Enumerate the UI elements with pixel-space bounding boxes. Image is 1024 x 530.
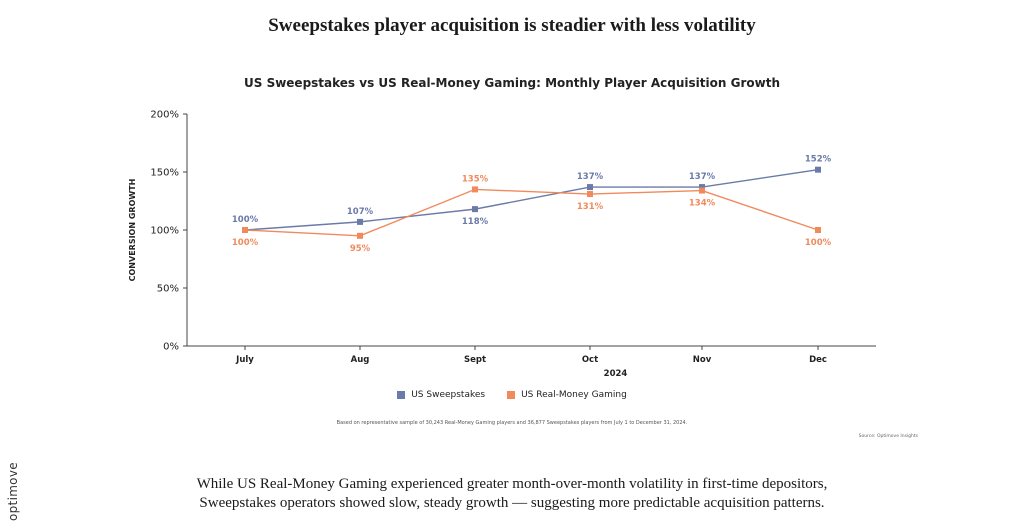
x-tick-label: July <box>235 355 254 365</box>
caption: While US Real-Money Gaming experienced g… <box>0 475 1024 513</box>
y-tick-label: 200% <box>150 110 179 121</box>
data-point <box>587 191 593 198</box>
caption-line: While US Real-Money Gaming experienced g… <box>196 476 828 492</box>
data-label: 107% <box>347 207 374 217</box>
caption-line: Sweepstakes operators showed slow, stead… <box>199 495 825 511</box>
data-point <box>815 166 821 173</box>
legend-item-real-money: US Real-Money Gaming <box>507 390 627 400</box>
y-tick-label: 100% <box>150 226 179 237</box>
sample-footnote: Based on representative sample of 30,243… <box>336 420 688 426</box>
legend-label-sweepstakes: US Sweepstakes <box>411 390 486 400</box>
data-point <box>815 227 821 233</box>
data-label: 131% <box>577 202 604 212</box>
data-label: 100% <box>805 238 832 248</box>
data-label: 137% <box>577 172 604 182</box>
data-label: 137% <box>689 172 716 182</box>
data-point <box>242 227 248 233</box>
data-point <box>699 184 705 191</box>
legend-item-sweepstakes: US Sweepstakes <box>397 390 485 400</box>
legend-swatch-real-money <box>507 391 516 399</box>
data-label: 152% <box>805 155 832 165</box>
chart-title: US Sweepstakes vs US Real-Money Gaming: … <box>244 76 780 90</box>
x-tick-label: Oct <box>582 355 598 365</box>
data-label: 134% <box>689 199 716 209</box>
x-tick-label: Aug <box>351 355 370 365</box>
data-point <box>357 232 363 239</box>
headline: Sweepstakes player acquisition is steadi… <box>268 15 756 36</box>
data-label: 118% <box>462 217 489 227</box>
legend-label-real-money: US Real-Money Gaming <box>521 390 627 400</box>
x-axis-title: 2024 <box>604 369 628 379</box>
data-point <box>472 186 478 193</box>
x-tick-label: Dec <box>809 355 827 365</box>
data-label: 135% <box>462 174 489 184</box>
series-line-1 <box>244 188 819 237</box>
y-tick-label: 50% <box>157 284 179 295</box>
legend-swatch-sweepstakes <box>397 391 406 399</box>
data-label: 100% <box>232 215 259 225</box>
x-tick-label: Sept <box>464 355 486 365</box>
series-line-0 <box>244 168 819 231</box>
y-tick-label: 150% <box>150 168 179 179</box>
data-label: 95% <box>350 244 371 254</box>
chart-legend: US Sweepstakes US Real-Money Gaming <box>0 390 1024 400</box>
data-label: 100% <box>232 238 259 248</box>
data-point <box>699 187 705 194</box>
x-tick-label: Nov <box>693 355 712 365</box>
y-tick-label: 0% <box>163 342 179 353</box>
y-axis-title: CONVERSION GROWTH <box>128 179 137 282</box>
data-point <box>587 184 593 191</box>
data-point <box>472 206 478 213</box>
source-note: Source: Optimove Insights <box>858 434 918 439</box>
data-point <box>357 218 363 225</box>
